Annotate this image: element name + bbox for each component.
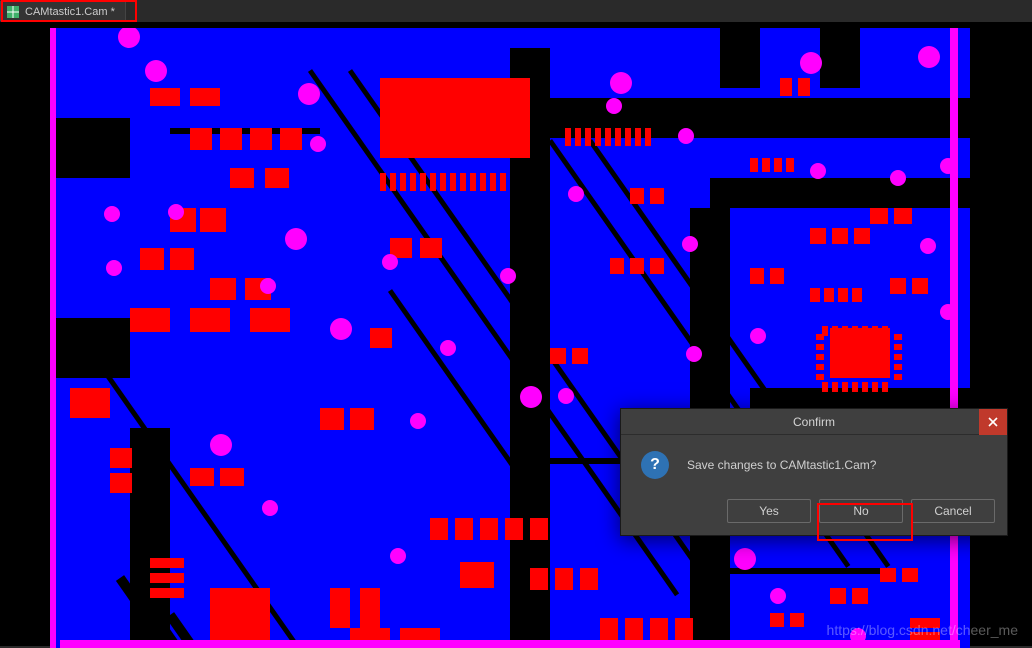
tab-title: CAMtastic1.Cam *: [25, 6, 115, 18]
pcb-preview: [50, 28, 970, 648]
tab-bar: CAMtastic1.Cam *: [0, 0, 1032, 22]
yes-button[interactable]: Yes: [727, 499, 811, 523]
no-button[interactable]: No: [819, 499, 903, 523]
dialog-title-text: Confirm: [793, 415, 835, 429]
confirm-dialog: Confirm ? Save changes to CAMtastic1.Cam…: [620, 408, 1008, 536]
cancel-button[interactable]: Cancel: [911, 499, 995, 523]
close-icon: [988, 417, 998, 427]
dialog-title-bar[interactable]: Confirm: [621, 409, 1007, 435]
question-icon: ?: [641, 451, 669, 479]
dialog-body: ? Save changes to CAMtastic1.Cam?: [621, 435, 1007, 491]
cam-file-icon: [7, 6, 19, 18]
dialog-close-button[interactable]: [979, 409, 1007, 435]
dialog-button-row: Yes No Cancel: [621, 491, 1007, 535]
question-glyph: ?: [650, 456, 660, 474]
canvas-area[interactable]: https://blog.csdn.net/cheer_me: [0, 22, 1032, 646]
document-tab[interactable]: CAMtastic1.Cam *: [0, 1, 126, 21]
dialog-message: Save changes to CAMtastic1.Cam?: [687, 458, 876, 472]
